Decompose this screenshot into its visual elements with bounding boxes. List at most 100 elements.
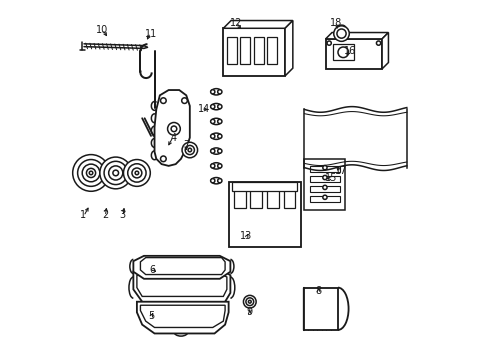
Circle shape [243,295,256,308]
Circle shape [160,98,166,103]
Circle shape [322,185,326,189]
Circle shape [217,119,222,123]
Bar [309,176,339,182]
Bar [226,37,236,64]
Bar [266,187,278,208]
Bar [223,28,285,76]
Text: 9: 9 [246,307,252,317]
Polygon shape [381,32,387,69]
Circle shape [78,159,104,186]
Text: 6: 6 [149,265,156,275]
Circle shape [89,171,93,175]
Circle shape [245,298,253,306]
Bar [332,44,353,60]
Circle shape [108,166,122,180]
Circle shape [217,134,222,138]
Bar [309,166,339,172]
Text: 18: 18 [329,18,342,28]
Circle shape [104,161,127,185]
Circle shape [182,98,187,103]
Bar [266,37,276,64]
Text: 10: 10 [95,25,107,35]
Circle shape [210,164,214,168]
Circle shape [210,119,214,123]
Circle shape [185,145,194,154]
Bar [228,182,300,247]
Circle shape [333,26,348,41]
Circle shape [217,149,222,153]
Polygon shape [137,302,228,333]
Text: 15: 15 [324,173,336,183]
Bar [240,37,250,64]
Bar [304,159,345,210]
Bar [309,195,339,202]
Bar [325,39,381,69]
Bar [309,186,339,192]
Bar [250,187,262,208]
Circle shape [290,184,294,187]
Bar [253,37,263,64]
Circle shape [210,90,214,94]
Text: 4: 4 [170,133,177,143]
Polygon shape [325,32,387,39]
Circle shape [241,184,244,187]
Circle shape [171,126,176,132]
Text: 12: 12 [229,18,242,28]
Bar [283,187,295,208]
Circle shape [86,168,96,177]
Circle shape [257,184,261,187]
Text: 5: 5 [147,311,154,321]
Circle shape [127,164,146,182]
Circle shape [337,47,348,58]
Circle shape [100,157,131,189]
Circle shape [217,179,222,183]
Circle shape [210,134,214,138]
Circle shape [336,29,346,38]
Circle shape [123,159,150,186]
Circle shape [210,149,214,153]
Polygon shape [154,90,189,166]
Circle shape [217,164,222,168]
Circle shape [113,170,118,176]
Circle shape [135,171,139,175]
Circle shape [182,142,197,158]
Circle shape [132,168,142,178]
Bar [233,187,245,208]
Circle shape [322,166,326,170]
Circle shape [210,104,214,109]
Circle shape [217,104,222,109]
Text: 17: 17 [335,166,347,176]
Circle shape [73,154,109,191]
Text: 13: 13 [240,231,252,242]
Circle shape [167,122,180,135]
Polygon shape [285,21,292,76]
Circle shape [326,41,330,45]
Polygon shape [133,272,230,303]
Circle shape [322,175,326,180]
Text: 16: 16 [344,46,356,56]
Text: 8: 8 [315,286,321,296]
Polygon shape [137,275,226,296]
Circle shape [210,179,214,183]
Polygon shape [140,258,224,275]
Bar [232,182,297,190]
Text: 1: 1 [80,210,86,220]
Circle shape [233,184,237,187]
Circle shape [250,184,253,187]
Circle shape [248,300,251,303]
Bar [304,288,337,330]
Circle shape [322,195,326,199]
Polygon shape [223,21,292,28]
Circle shape [188,148,191,152]
Circle shape [376,41,380,45]
Text: 3: 3 [120,210,125,220]
Circle shape [160,156,166,162]
Circle shape [82,164,100,182]
Circle shape [217,90,222,94]
Circle shape [266,184,270,187]
Text: 2: 2 [102,210,108,220]
Text: 7: 7 [183,140,189,150]
Text: 11: 11 [144,28,157,39]
Polygon shape [140,305,224,328]
Circle shape [283,184,286,187]
